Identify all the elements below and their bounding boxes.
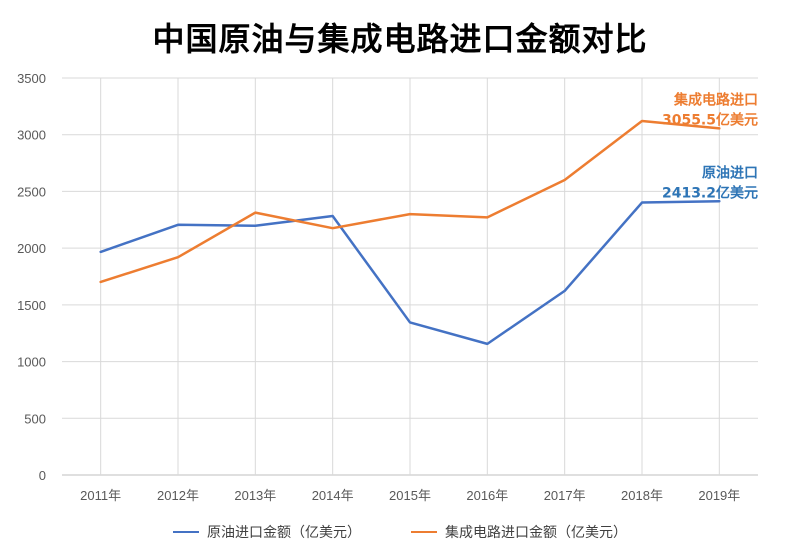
x-tick-label: 2015年 <box>389 488 431 503</box>
legend-label-crude-oil: 原油进口金额（亿美元） <box>207 525 361 541</box>
legend: 原油进口金额（亿美元） 集成电路进口金额（亿美元） <box>0 522 800 542</box>
y-tick-label: 1000 <box>17 355 46 370</box>
y-tick-label: 2000 <box>17 241 46 256</box>
x-tick-label: 2012年 <box>157 488 199 503</box>
x-axis-ticks: 2011年 2012年 2013年 2014年 2015年 2016年 2017年 2018年… <box>80 488 740 503</box>
x-tick-label: 2019年 <box>698 488 740 503</box>
gridlines <box>62 77 758 476</box>
y-tick-label: 500 <box>24 411 46 426</box>
series-line-0 <box>99 200 721 346</box>
y-tick-label: 0 <box>39 468 46 483</box>
x-tick-label: 2011年 <box>80 488 121 503</box>
series-lines <box>99 119 721 346</box>
chart-title: 中国原油与集成电路进口金额对比 <box>152 20 648 58</box>
x-tick-label: 2016年 <box>466 488 508 503</box>
y-axis-ticks: 0 500 1000 1500 2000 2500 3000 3500 <box>17 71 46 483</box>
x-tick-label: 2018年 <box>621 488 663 503</box>
x-tick-label: 2014年 <box>312 488 354 503</box>
x-tick-label: 2017年 <box>544 488 586 503</box>
legend-item-ic: 集成电路进口金额（亿美元） <box>411 522 627 542</box>
legend-swatch-ic <box>411 531 437 533</box>
x-tick-label: 2013年 <box>234 488 276 503</box>
y-tick-label: 3000 <box>17 128 46 143</box>
y-tick-label: 1500 <box>17 298 46 313</box>
legend-swatch-crude-oil <box>173 531 199 533</box>
annotation-value: 2413.2亿美元 <box>662 184 758 201</box>
legend-label-ic: 集成电路进口金额（亿美元） <box>445 525 627 541</box>
series-line-1 <box>99 119 721 284</box>
annotation-value: 3055.5亿美元 <box>662 111 758 128</box>
y-tick-label: 3500 <box>17 71 46 86</box>
annotation-title: 原油进口 <box>702 164 758 181</box>
y-tick-label: 2500 <box>17 184 46 199</box>
annotation-title: 集成电路进口 <box>673 91 758 108</box>
legend-item-crude-oil: 原油进口金额（亿美元） <box>173 522 361 542</box>
